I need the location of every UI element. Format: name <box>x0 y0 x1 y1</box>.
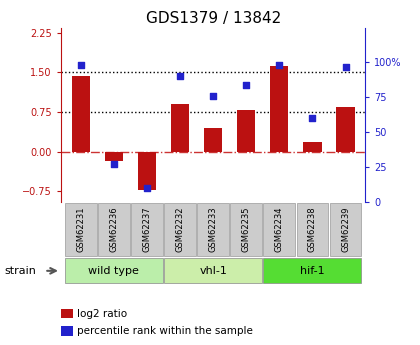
Bar <box>330 203 362 256</box>
Bar <box>297 203 328 256</box>
Bar <box>72 76 90 152</box>
Bar <box>263 258 362 283</box>
Text: GSM62232: GSM62232 <box>176 207 184 252</box>
Text: GSM62238: GSM62238 <box>308 207 317 252</box>
Bar <box>65 203 97 256</box>
Text: hif-1: hif-1 <box>300 266 325 276</box>
Bar <box>105 152 123 161</box>
Bar <box>204 128 222 152</box>
Text: GSM62231: GSM62231 <box>76 207 85 252</box>
Bar <box>263 203 295 256</box>
Text: vhl-1: vhl-1 <box>199 266 227 276</box>
Bar <box>65 258 163 283</box>
Point <box>243 82 249 88</box>
Bar <box>131 203 163 256</box>
Text: GSM62237: GSM62237 <box>142 207 152 252</box>
Text: GSM62236: GSM62236 <box>109 207 118 252</box>
Point <box>177 73 184 79</box>
Bar <box>164 203 196 256</box>
Point <box>77 62 84 68</box>
Bar <box>336 107 354 152</box>
Text: strain: strain <box>4 266 36 276</box>
Point <box>342 64 349 69</box>
Bar <box>230 203 262 256</box>
Text: GSM62239: GSM62239 <box>341 207 350 252</box>
Point <box>210 93 217 99</box>
Bar <box>303 142 322 152</box>
Point <box>309 116 316 121</box>
Bar <box>171 104 189 152</box>
Text: percentile rank within the sample: percentile rank within the sample <box>77 326 253 336</box>
Text: GSM62234: GSM62234 <box>275 207 284 252</box>
Text: GSM62233: GSM62233 <box>209 207 218 252</box>
Point <box>144 185 150 191</box>
Point <box>276 62 283 68</box>
Bar <box>138 152 156 190</box>
Title: GDS1379 / 13842: GDS1379 / 13842 <box>145 11 281 27</box>
Text: GSM62235: GSM62235 <box>242 207 251 252</box>
Bar <box>164 258 262 283</box>
Bar <box>98 203 130 256</box>
Bar <box>270 66 289 152</box>
Bar <box>237 110 255 152</box>
Text: wild type: wild type <box>89 266 139 276</box>
Bar <box>197 203 229 256</box>
Text: log2 ratio: log2 ratio <box>77 309 127 319</box>
Point <box>110 161 117 167</box>
